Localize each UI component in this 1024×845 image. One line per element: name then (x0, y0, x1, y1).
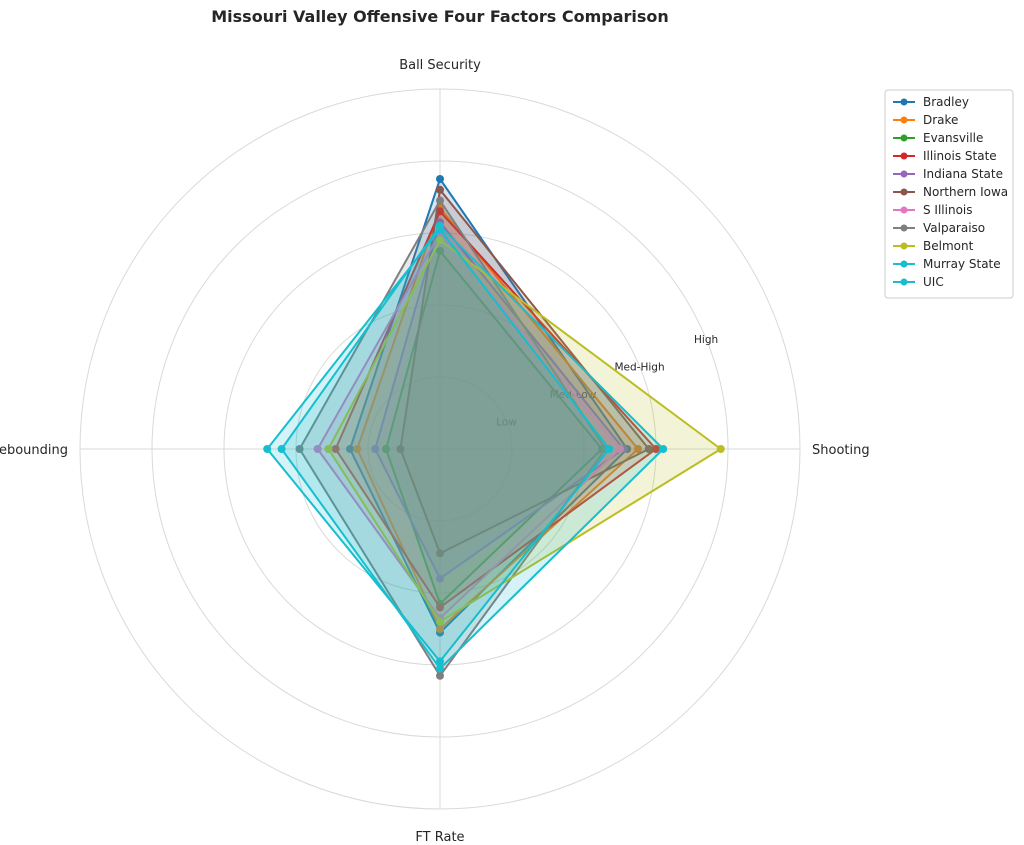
series-area (328, 240, 721, 622)
legend-label: Bradley (923, 95, 969, 109)
data-point (313, 445, 322, 453)
data-point (634, 445, 642, 453)
legend-entry: Indiana State (893, 167, 1003, 181)
legend-entry: UIC (893, 275, 944, 289)
legend-entry: Evansville (893, 131, 983, 145)
legend-entry: Northern Iowa (893, 185, 1008, 199)
data-point (346, 445, 354, 453)
axis-label-ball-security: Ball Security (399, 58, 481, 73)
data-point (436, 247, 444, 255)
data-point (659, 445, 668, 453)
data-point (436, 657, 444, 666)
data-point (353, 445, 362, 453)
series-area (357, 207, 638, 630)
data-point (605, 445, 614, 453)
legend-marker (900, 116, 908, 124)
legend-entry: Murray State (893, 257, 1001, 271)
axis-labels: Ball Security Shooting FT Rate Off Reboundi… (0, 58, 870, 845)
series-drake (353, 203, 642, 633)
series-area (299, 200, 606, 676)
legend-label: Belmont (923, 239, 974, 253)
legend-label: Drake (923, 113, 958, 127)
legend-marker (900, 260, 908, 268)
legend-entry: Belmont (893, 239, 974, 253)
legend-marker (900, 242, 908, 250)
series-murray-state (263, 225, 614, 666)
data-point (436, 175, 444, 183)
data-point (371, 445, 380, 453)
data-point (436, 185, 444, 194)
data-point (263, 445, 272, 453)
legend-marker (900, 170, 908, 178)
data-point (652, 445, 660, 453)
legend-marker (900, 278, 908, 286)
data-point (616, 445, 624, 453)
radar-series-group (263, 175, 725, 680)
ring-label: High (694, 334, 718, 346)
axis-label-ft-rate: FT Rate (415, 830, 464, 845)
data-point (436, 236, 444, 245)
series-uic (277, 221, 668, 673)
legend-label: UIC (923, 275, 944, 289)
legend-frame (884, 89, 1014, 299)
data-point (644, 445, 653, 453)
data-point (436, 549, 444, 558)
legend-marker (900, 152, 908, 160)
legend-entry: Valparaiso (893, 221, 985, 235)
data-point (277, 445, 286, 453)
data-point (382, 445, 390, 453)
legend-label: Valparaiso (923, 221, 985, 235)
legend-label: Northern Iowa (923, 185, 1008, 199)
legend-marker (900, 224, 908, 232)
data-point (716, 445, 725, 453)
axis-label-shooting: Shooting (812, 443, 870, 458)
legend-marker (900, 188, 908, 196)
data-point (436, 617, 444, 626)
data-point (436, 603, 444, 612)
legend-entry: Illinois State (893, 149, 997, 163)
legend-entry: Bradley (893, 95, 969, 109)
legend: Bradley Drake Evansville Illinois State Indi… (884, 89, 1014, 299)
legend-label: Evansville (923, 131, 983, 145)
series-area (400, 189, 649, 554)
ring-label: Low (496, 416, 517, 428)
data-point (436, 664, 444, 673)
data-point (436, 196, 444, 205)
legend-entry: Drake (893, 113, 958, 127)
data-point (436, 221, 444, 230)
data-point (295, 445, 304, 453)
data-point (324, 445, 333, 453)
legend-marker (900, 98, 908, 106)
legend-label: Illinois State (923, 149, 997, 163)
legend-label: Murray State (923, 257, 1001, 271)
data-point (436, 671, 444, 680)
legend-marker (900, 134, 908, 142)
series-area (386, 251, 602, 604)
data-point (436, 574, 444, 583)
series-belmont (324, 236, 725, 626)
series-northern-iowa (396, 185, 653, 558)
series-area (375, 222, 624, 579)
axis-label-off-rebounding: Off Rebounding (0, 443, 68, 458)
data-point (396, 445, 405, 453)
legend-entry: S Illinois (893, 203, 973, 217)
legend-label: Indiana State (923, 167, 1003, 181)
legend-marker (900, 206, 908, 214)
legend-label: S Illinois (923, 203, 973, 217)
chart-title: Missouri Valley Offensive Four Factors C… (211, 7, 669, 26)
series-area (281, 225, 664, 669)
data-point (436, 625, 444, 633)
data-point (331, 445, 340, 453)
ring-label: Med-High (615, 361, 665, 373)
